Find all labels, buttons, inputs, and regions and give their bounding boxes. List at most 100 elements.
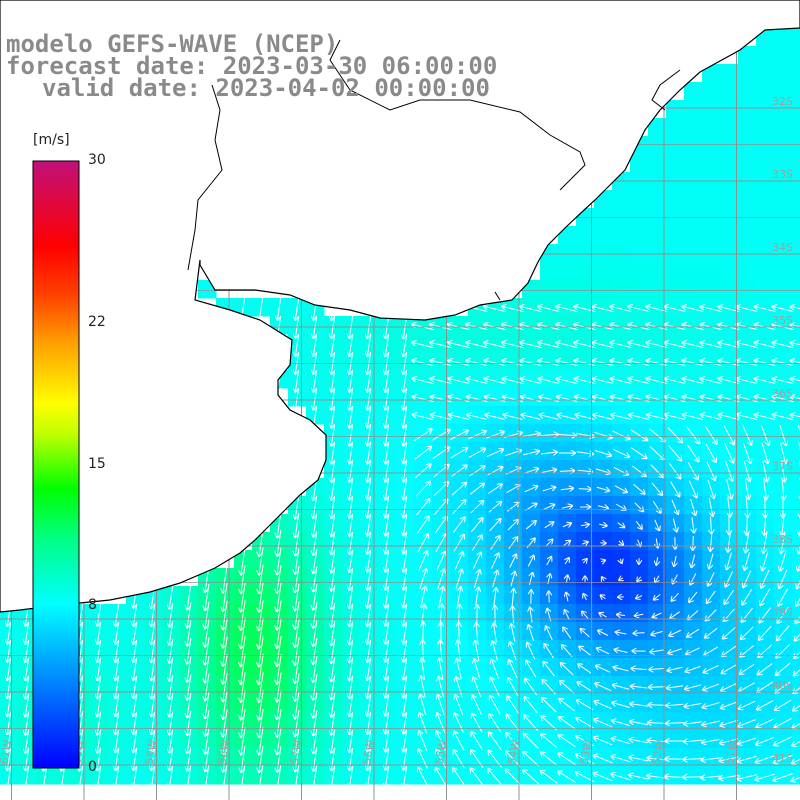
wind-speed-cell bbox=[612, 604, 631, 623]
wind-speed-cell bbox=[756, 352, 775, 371]
wind-speed-cell bbox=[792, 478, 800, 497]
wind-speed-cell bbox=[594, 514, 613, 533]
wind-vector bbox=[403, 568, 406, 590]
latitude-label: 41S bbox=[772, 752, 793, 765]
wind-speed-cell bbox=[594, 388, 613, 407]
wind-speed-cell bbox=[468, 424, 487, 443]
wind-speed-cell bbox=[612, 730, 631, 749]
wind-speed-cell bbox=[756, 190, 775, 209]
wind-speed-cell bbox=[504, 298, 523, 317]
wind-vector bbox=[433, 482, 448, 497]
wind-speed-cell bbox=[720, 298, 739, 317]
wind-vector bbox=[367, 442, 370, 463]
wind-speed-cell bbox=[504, 442, 523, 461]
wind-speed-cell bbox=[540, 730, 559, 749]
wind-vector bbox=[724, 443, 733, 462]
wind-speed-cell bbox=[468, 370, 487, 389]
wind-speed-cell bbox=[756, 262, 775, 281]
wind-speed-cell bbox=[414, 514, 433, 533]
wind-vector bbox=[562, 523, 571, 526]
wind-speed-cell bbox=[684, 568, 703, 587]
wind-vector bbox=[349, 352, 354, 374]
wind-speed-cell bbox=[486, 424, 505, 443]
wind-vector bbox=[295, 565, 300, 592]
wind-vector bbox=[797, 580, 800, 589]
wind-vector bbox=[779, 424, 786, 445]
wind-speed-cell bbox=[738, 748, 757, 767]
wind-vector bbox=[706, 461, 715, 480]
wind-vector bbox=[367, 568, 372, 590]
wind-vector bbox=[560, 488, 573, 490]
wind-vector bbox=[331, 442, 334, 463]
wind-vector bbox=[331, 424, 334, 445]
wind-speed-cell bbox=[540, 424, 559, 443]
wind-speed-cell bbox=[414, 694, 433, 713]
wind-speed-cell bbox=[756, 334, 775, 353]
wind-vector bbox=[682, 306, 704, 313]
wind-vector bbox=[451, 465, 466, 478]
wind-vector bbox=[507, 520, 518, 531]
latitude-label: 37S bbox=[772, 460, 793, 473]
wind-vector bbox=[349, 585, 354, 608]
wind-vector bbox=[780, 460, 784, 482]
wind-vector bbox=[773, 378, 794, 385]
wind-speed-cell bbox=[666, 622, 685, 641]
wind-speed-cell bbox=[720, 622, 739, 641]
wind-vector bbox=[295, 495, 300, 518]
wind-vector bbox=[367, 550, 372, 571]
wind-speed-cell bbox=[486, 388, 505, 407]
wind-speed-cell bbox=[792, 82, 800, 101]
wind-speed-cell bbox=[756, 424, 775, 443]
wind-speed-cell bbox=[504, 496, 523, 515]
wind-speed-cell bbox=[684, 604, 703, 623]
wind-vector bbox=[574, 342, 597, 349]
wind-vector bbox=[412, 342, 435, 349]
wind-speed-cell bbox=[702, 478, 721, 497]
wind-speed-cell bbox=[504, 478, 523, 497]
wind-speed-cell bbox=[684, 352, 703, 371]
wind-speed-cell bbox=[432, 712, 451, 731]
wind-speed-cell bbox=[648, 334, 667, 353]
wind-vector bbox=[612, 448, 629, 457]
wind-vector bbox=[719, 360, 740, 367]
wind-speed-cell bbox=[432, 766, 451, 785]
wind-vector bbox=[448, 378, 470, 385]
wind-vector bbox=[470, 518, 482, 533]
wind-speed-cell bbox=[792, 730, 800, 749]
wind-speed-cell bbox=[630, 190, 649, 209]
wind-vector bbox=[742, 442, 750, 463]
wind-vector bbox=[544, 522, 554, 529]
wind-speed-cell bbox=[612, 694, 631, 713]
latitude-label: 33S bbox=[772, 168, 793, 181]
wind-speed-cell bbox=[612, 766, 631, 785]
wind-vector bbox=[638, 539, 641, 547]
wind-speed-cell bbox=[720, 244, 739, 263]
wind-vector bbox=[665, 396, 686, 403]
wind-vector bbox=[538, 306, 561, 313]
wind-vector bbox=[331, 406, 334, 427]
wind-speed-cell bbox=[576, 406, 595, 425]
wind-speed-cell bbox=[630, 730, 649, 749]
wind-vector bbox=[656, 557, 657, 565]
wind-speed-cell bbox=[558, 586, 577, 605]
wind-vector bbox=[710, 516, 711, 533]
wind-vector bbox=[539, 397, 560, 402]
wind-speed-cell bbox=[468, 748, 487, 767]
wind-vector bbox=[763, 533, 768, 553]
wind-speed-cell bbox=[756, 244, 775, 263]
wind-vector bbox=[651, 482, 662, 495]
wind-speed-cell bbox=[684, 460, 703, 479]
wind-speed-cell bbox=[738, 334, 757, 353]
wind-speed-cell bbox=[702, 442, 721, 461]
wind-speed-cell bbox=[720, 226, 739, 245]
wind-vector bbox=[701, 414, 722, 421]
wind-vector bbox=[709, 553, 714, 569]
wind-vector bbox=[414, 429, 431, 442]
wind-vector bbox=[682, 360, 704, 367]
wind-speed-cell bbox=[630, 226, 649, 245]
wind-speed-cell bbox=[594, 658, 613, 677]
wind-speed-cell bbox=[450, 316, 469, 335]
wind-speed-cell bbox=[594, 568, 613, 587]
wind-speed-cell bbox=[522, 766, 541, 785]
wind-speed-cell bbox=[756, 712, 775, 731]
